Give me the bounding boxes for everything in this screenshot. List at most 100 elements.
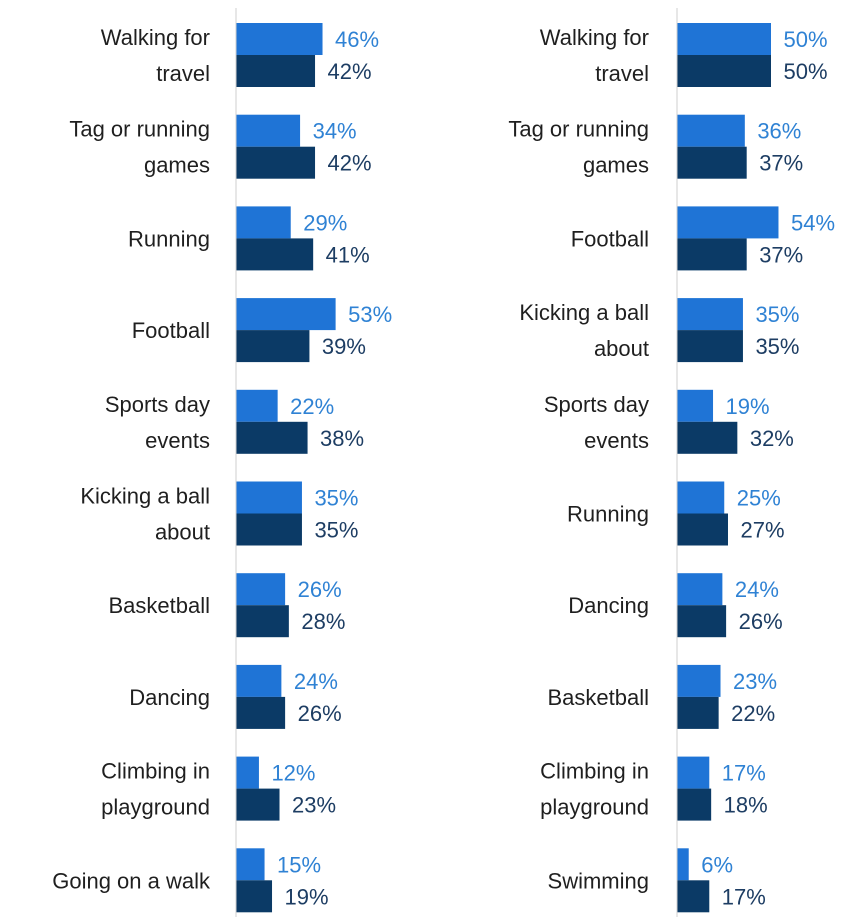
category-label: Tag or running games [508,117,649,178]
bar-series-1 [677,114,745,147]
data-label-series-1: 15% [277,852,321,877]
data-label-series-2: 41% [326,242,370,267]
category-label: Basketball [108,593,210,618]
bar-series-2 [236,146,316,179]
data-label-series-1: 23% [733,669,777,694]
bar-series-2 [677,146,747,179]
bar-series-2 [677,238,747,271]
category-label-line: Walking for [101,25,210,50]
data-label-series-2: 17% [722,884,766,909]
category-label: Running [128,226,210,251]
category-label: Sports day events [105,392,210,453]
data-label-series-1: 24% [735,577,779,602]
bar-series-1 [236,664,282,697]
bar-series-2 [677,605,727,638]
category-label-line: playground [540,795,649,820]
bar-series-2 [236,880,273,913]
bar-series-1 [677,756,710,789]
data-label-series-2: 39% [322,334,366,359]
bar-series-2 [236,696,286,729]
data-label-series-2: 28% [301,609,345,634]
data-label-series-1: 54% [791,210,835,235]
category-label-line: Dancing [568,593,649,618]
category-label-line: Going on a walk [52,868,211,893]
category-label-line: Tag or running [508,117,649,142]
data-label-series-1: 26% [298,577,342,602]
category-label: Climbing in playground [540,759,649,820]
data-label-series-1: 35% [314,486,358,511]
bar-series-1 [236,756,259,789]
data-label-series-1: 35% [755,302,799,327]
category-label: Football [132,318,210,343]
bar-series-2 [236,513,302,546]
bar-series-1 [236,206,291,239]
chart-panel-left: Walking for travel 46% 42% Tag or running gam… [52,8,392,917]
data-label-series-2: 19% [285,884,329,909]
category-label: Kicking a ball about [80,484,210,545]
data-label-series-1: 25% [737,486,781,511]
category-label-line: Dancing [129,685,210,710]
data-label-series-1: 6% [701,852,733,877]
category-label-line: Sports day [105,392,210,417]
category-label-line: Basketball [108,593,210,618]
bar-series-1 [677,573,723,606]
category-label-line: Running [128,226,210,251]
category-label-line: about [155,520,210,545]
data-label-series-2: 27% [740,518,784,543]
category-label-line: Kicking a ball [80,484,210,509]
data-label-series-2: 50% [784,59,828,84]
bar-series-2 [677,513,728,546]
data-label-series-2: 22% [731,701,775,726]
category-label: Basketball [547,685,649,710]
data-label-series-2: 35% [755,334,799,359]
category-label-line: Walking for [540,25,649,50]
bar-series-1 [677,206,779,239]
data-label-series-1: 50% [784,27,828,52]
category-label-line: Climbing in [101,759,210,784]
bar-series-2 [236,788,280,821]
category-label: Tag or running games [69,117,210,178]
category-label-line: games [144,153,210,178]
bar-series-2 [677,330,743,363]
category-label-line: Football [571,226,649,251]
category-label-line: events [584,428,649,453]
data-label-series-1: 36% [757,119,801,144]
bar-series-2 [236,330,310,363]
bar-series-1 [236,481,302,514]
bar-series-1 [677,848,689,881]
data-label-series-1: 19% [726,394,770,419]
category-label: Kicking a ball about [519,300,649,361]
category-label: Walking for travel [101,25,210,86]
bar-series-1 [677,664,721,697]
data-label-series-1: 29% [303,210,347,235]
data-label-series-2: 42% [328,59,372,84]
data-label-series-2: 32% [750,426,794,451]
bar-series-2 [677,55,771,87]
data-label-series-1: 34% [313,119,357,144]
bar-series-1 [236,298,336,331]
data-label-series-2: 23% [292,793,336,818]
category-label-line: games [583,153,649,178]
category-label: Going on a walk [52,868,211,893]
bar-series-1 [236,573,286,606]
bar-series-1 [677,23,771,55]
bar-series-2 [677,696,719,729]
category-label-line: travel [595,61,649,86]
category-label-line: about [594,336,649,361]
category-label-line: travel [156,61,210,86]
data-label-series-2: 35% [314,518,358,543]
category-label: Sports day events [544,392,649,453]
data-label-series-2: 18% [724,793,768,818]
bar-series-1 [236,848,265,881]
data-label-series-1: 22% [290,394,334,419]
data-label-series-2: 38% [320,426,364,451]
category-label: Running [567,502,649,527]
category-label: Climbing in playground [101,759,210,820]
bar-series-1 [236,23,323,55]
category-label-line: Kicking a ball [519,300,649,325]
category-label: Swimming [548,868,649,893]
bar-series-2 [236,238,314,271]
data-label-series-1: 46% [335,27,379,52]
bar-series-2 [677,880,710,913]
